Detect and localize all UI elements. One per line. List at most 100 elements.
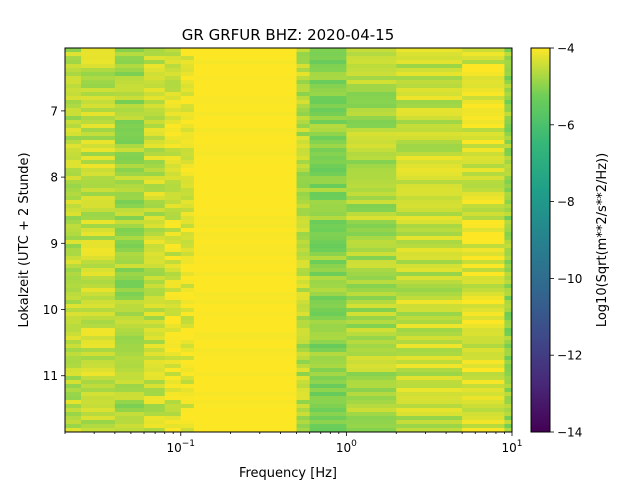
heatmap-cell (346, 212, 397, 217)
heatmap-cell (346, 144, 397, 149)
heatmap-cell (504, 400, 512, 405)
heatmap-cell (114, 84, 145, 89)
heatmap-cell (81, 252, 116, 257)
heatmap-cell (65, 60, 82, 65)
heatmap-cell (164, 160, 182, 165)
heatmap-cell (296, 124, 311, 129)
heatmap-cell (346, 52, 397, 57)
heatmap-cell (81, 340, 116, 345)
heatmap-cell (309, 232, 347, 237)
heatmap-cell (193, 364, 298, 369)
heatmap-cell (504, 248, 512, 253)
heatmap-cell (504, 404, 512, 409)
heatmap-cell (504, 264, 512, 269)
heatmap-cell (193, 232, 298, 237)
heatmap-cell (144, 92, 166, 97)
heatmap-cell (462, 60, 506, 65)
heatmap-cell (164, 252, 182, 257)
heatmap-cell (296, 280, 311, 285)
heatmap-cell (504, 368, 512, 373)
heatmap-cell (114, 180, 145, 185)
heatmap-cell (504, 212, 512, 217)
heatmap-cell (144, 384, 166, 389)
heatmap-cell (180, 336, 195, 341)
heatmap-cell (180, 300, 195, 305)
heatmap-cell (346, 320, 397, 325)
heatmap-cell (396, 180, 463, 185)
y-axis: 7 8 9 10 11 (43, 104, 65, 383)
heatmap-cell (396, 168, 463, 173)
heatmap-cell (65, 416, 82, 421)
heatmap-cell (180, 380, 195, 385)
heatmap-cell (309, 100, 347, 105)
heatmap-cell (114, 188, 145, 193)
heatmap-cell (296, 56, 311, 61)
heatmap-cell (309, 224, 347, 229)
heatmap-cell (504, 304, 512, 309)
heatmap-cell (81, 260, 116, 265)
heatmap-cell (164, 236, 182, 241)
heatmap-cell (180, 256, 195, 261)
heatmap-cell (114, 124, 145, 129)
heatmap-cell (296, 224, 311, 229)
heatmap-cell (346, 428, 397, 432)
heatmap-cell (114, 288, 145, 293)
heatmap-cell (180, 308, 195, 313)
heatmap-cell (144, 172, 166, 177)
heatmap-cell (164, 256, 182, 261)
heatmap-cell (164, 104, 182, 109)
heatmap-cell (296, 184, 311, 189)
heatmap-cell (346, 176, 397, 181)
heatmap-cell (346, 312, 397, 317)
heatmap-cell (81, 244, 116, 249)
heatmap-cell (296, 268, 311, 273)
heatmap-cell (193, 312, 298, 317)
heatmap-cell (144, 52, 166, 57)
heatmap-cell (81, 68, 116, 73)
heatmap-cell (81, 240, 116, 245)
heatmap-cell (462, 288, 506, 293)
heatmap-cell (396, 76, 463, 81)
y-tick-label: 9 (50, 237, 58, 251)
heatmap-cell (180, 220, 195, 225)
heatmap-cell (346, 376, 397, 381)
heatmap-cell (114, 316, 145, 321)
heatmap-cell (309, 96, 347, 101)
heatmap-cell (65, 356, 82, 361)
heatmap-cell (462, 156, 506, 161)
heatmap-cell (144, 208, 166, 213)
heatmap-cell (114, 384, 145, 389)
heatmap-cell (193, 208, 298, 213)
heatmap-cell (296, 120, 311, 125)
heatmap-cell (346, 388, 397, 393)
heatmap-cell (81, 364, 116, 369)
heatmap-cell (164, 232, 182, 237)
heatmap-cell (504, 424, 512, 429)
heatmap-cell (504, 208, 512, 213)
heatmap-cell (296, 48, 311, 53)
heatmap-cell (396, 112, 463, 117)
heatmap-cell (144, 184, 166, 189)
heatmap-cell (114, 268, 145, 273)
heatmap-cell (296, 156, 311, 161)
heatmap-cell (346, 72, 397, 77)
heatmap-cell (81, 376, 116, 381)
heatmap-cell (462, 108, 506, 113)
heatmap-cell (193, 196, 298, 201)
heatmap-cell (504, 60, 512, 65)
heatmap-cell (180, 404, 195, 409)
heatmap-cell (296, 384, 311, 389)
heatmap-cell (180, 356, 195, 361)
heatmap-cell (462, 392, 506, 397)
heatmap-cell (193, 152, 298, 157)
heatmap-cell (65, 388, 82, 393)
heatmap-cell (346, 68, 397, 73)
heatmap-cell (114, 96, 145, 101)
heatmap-cell (114, 428, 145, 432)
heatmap-cell (193, 340, 298, 345)
heatmap-cell (81, 236, 116, 241)
heatmap-cell (193, 376, 298, 381)
heatmap-cell (193, 248, 298, 253)
heatmap-cell (504, 104, 512, 109)
heatmap-cell (346, 228, 397, 233)
